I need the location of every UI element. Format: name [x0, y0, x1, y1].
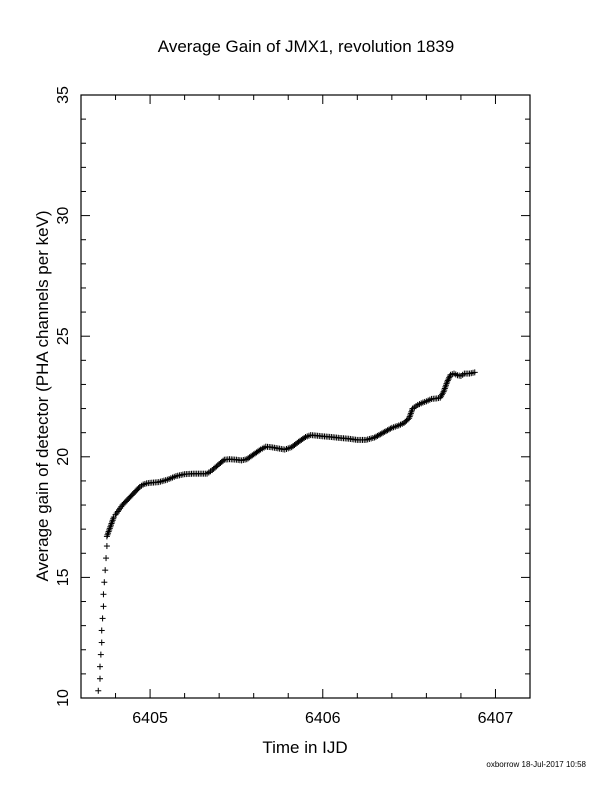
y-tick-label: 15 [55, 568, 72, 586]
data-point [301, 434, 308, 441]
data-point [103, 555, 110, 562]
y-tick-labels: 10 15 20 25 30 35 [55, 86, 72, 707]
data-point [387, 425, 394, 432]
data-series [95, 369, 478, 694]
y-tick-label: 35 [55, 86, 72, 104]
data-point [471, 369, 478, 376]
x-tick-label: 6405 [132, 710, 168, 727]
y-axis-label: Average gain of detector (PHA channels p… [33, 210, 52, 581]
chart-title: Average Gain of JMX1, revolution 1839 [158, 37, 454, 56]
plot-frame [80, 94, 531, 699]
data-point [97, 651, 104, 658]
data-point [256, 447, 263, 454]
data-point [98, 639, 105, 646]
y-tick-label: 10 [55, 689, 72, 707]
data-point [446, 374, 453, 381]
data-point [96, 675, 103, 682]
data-point [102, 567, 109, 574]
data-point [100, 591, 107, 598]
data-point [444, 379, 451, 386]
data-point [99, 615, 106, 622]
data-point [101, 579, 108, 586]
data-point [100, 603, 107, 610]
data-point [445, 376, 452, 383]
y-tick-label: 30 [55, 207, 72, 225]
y-tick-label: 25 [55, 327, 72, 345]
data-point [220, 457, 227, 464]
y-tick-label: 20 [55, 448, 72, 466]
data-point [444, 377, 451, 384]
x-tick-label: 6407 [478, 710, 514, 727]
footer-credit: oxborrow 18-Jul-2017 10:58 [486, 760, 586, 769]
data-point [95, 687, 102, 694]
axis-ticks [80, 94, 531, 699]
data-point [98, 627, 105, 634]
data-point [96, 663, 103, 670]
data-point [103, 543, 110, 550]
x-tick-labels: 6405 6406 6407 [132, 710, 513, 727]
x-tick-label: 6406 [305, 710, 341, 727]
x-axis-label: Time in IJD [262, 738, 347, 757]
